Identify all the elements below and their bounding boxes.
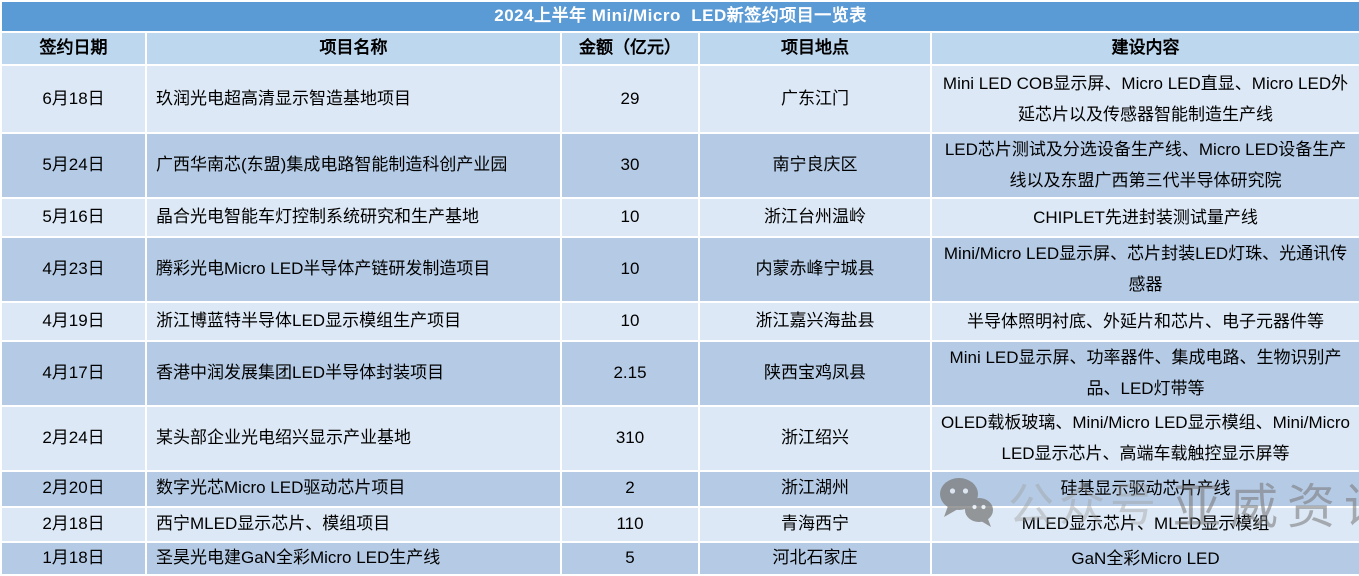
cell-content: LED芯片测试及分选设备生产线、Micro LED设备生产线以及东盟广西第三代半… xyxy=(929,132,1359,199)
cell-amount: 110 xyxy=(560,505,700,543)
cell-amount: 29 xyxy=(560,64,700,134)
cell-content: OLED载板玻璃、Mini/Micro LED显示模组、Mini/Micro L… xyxy=(929,404,1359,472)
cell-content: Mini LED COB显示屏、Micro LED直显、Micro LED外延芯… xyxy=(929,64,1359,134)
table-row: 4月17日 香港中润发展集团LED半导体封装项目 2.15 陕西宝鸡凤县 Mini LE… xyxy=(0,339,1359,407)
cell-amount: 310 xyxy=(560,404,700,472)
cell-date: 4月17日 xyxy=(0,339,147,407)
column-header: 项目名称 xyxy=(145,31,562,66)
cell-name: 香港中润发展集团LED半导体封装项目 xyxy=(145,339,562,407)
cell-name: 广西华南芯(东盟)集成电路智能制造科创产业园 xyxy=(145,132,562,199)
cell-date: 5月16日 xyxy=(0,196,147,238)
cell-name: 圣昊光电建GaN全彩Micro LED生产线 xyxy=(145,540,562,576)
cell-content: 半导体照明衬底、外延片和芯片、电子元器件等 xyxy=(929,300,1359,342)
cell-location: 内蒙赤峰宁城县 xyxy=(698,235,932,303)
cell-location: 河北石家庄 xyxy=(698,540,932,576)
cell-amount: 30 xyxy=(560,132,700,199)
cell-amount: 10 xyxy=(560,235,700,303)
cell-date: 4月23日 xyxy=(0,235,147,303)
cell-content: Mini LED显示屏、功率器件、集成电路、生物识别产品、LED灯带等 xyxy=(929,339,1359,407)
cell-name: 数字光芯Micro LED驱动芯片项目 xyxy=(145,469,562,508)
column-header: 项目地点 xyxy=(698,31,932,66)
cell-amount: 2 xyxy=(560,469,700,508)
cell-amount: 10 xyxy=(560,300,700,342)
cell-content: Mini/Micro LED显示屏、芯片封装LED灯珠、光通讯传感器 xyxy=(929,235,1359,303)
cell-name: 晶合光电智能车灯控制系统研究和生产基地 xyxy=(145,196,562,238)
cell-date: 4月19日 xyxy=(0,300,147,342)
cell-location: 南宁良庆区 xyxy=(698,132,932,199)
cell-location: 浙江湖州 xyxy=(698,469,932,508)
cell-location: 青海西宁 xyxy=(698,505,932,543)
page-title: 2024上半年 Mini/Micro LED新签约项目一览表 xyxy=(0,0,1359,33)
cell-location: 浙江嘉兴海盐县 xyxy=(698,300,932,342)
table-row: 4月19日 浙江博蓝特半导体LED显示模组生产项目 10 浙江嘉兴海盐县 半导体照明衬底… xyxy=(0,300,1359,342)
cell-content: MLED显示芯片、MLED显示模组 xyxy=(929,505,1359,543)
cell-location: 陕西宝鸡凤县 xyxy=(698,339,932,407)
table-row: 4月23日 腾彩光电Micro LED半导体产链研发制造项目 10 内蒙赤峰宁城县 Mi… xyxy=(0,235,1359,303)
table-row: 5月16日 晶合光电智能车灯控制系统研究和生产基地 10 浙江台州温岭 CHIPLET先… xyxy=(0,196,1359,238)
column-header: 签约日期 xyxy=(0,31,147,66)
cell-location: 浙江绍兴 xyxy=(698,404,932,472)
cell-name: 玖润光电超高清显示智造基地项目 xyxy=(145,64,562,134)
table-row: 2月18日 西宁MLED显示芯片、模组项目 110 青海西宁 MLED显示芯片、MLED… xyxy=(0,505,1359,543)
table-row: 5月24日 广西华南芯(东盟)集成电路智能制造科创产业园 30 南宁良庆区 LED芯片测… xyxy=(0,132,1359,199)
table-row: 2月20日 数字光芯Micro LED驱动芯片项目 2 浙江湖州 硅基显示驱动芯片产线 xyxy=(0,469,1359,508)
cell-name: 浙江博蓝特半导体LED显示模组生产项目 xyxy=(145,300,562,342)
cell-amount: 5 xyxy=(560,540,700,576)
cell-date: 2月24日 xyxy=(0,404,147,472)
cell-date: 2月18日 xyxy=(0,505,147,543)
cell-amount: 10 xyxy=(560,196,700,238)
table-row: 2月24日 某头部企业光电绍兴显示产业基地 310 浙江绍兴 OLED载板玻璃、Mini… xyxy=(0,404,1359,472)
cell-content: CHIPLET先进封装测试量产线 xyxy=(929,196,1359,238)
cell-location: 广东江门 xyxy=(698,64,932,134)
cell-location: 浙江台州温岭 xyxy=(698,196,932,238)
cell-name: 某头部企业光电绍兴显示产业基地 xyxy=(145,404,562,472)
header-row: 签约日期 项目名称 金额（亿元） 项目地点 建设内容 xyxy=(0,31,1359,66)
cell-amount: 2.15 xyxy=(560,339,700,407)
cell-date: 2月20日 xyxy=(0,469,147,508)
column-header: 金额（亿元） xyxy=(560,31,700,66)
cell-name: 西宁MLED显示芯片、模组项目 xyxy=(145,505,562,543)
cell-content: GaN全彩Micro LED xyxy=(929,540,1359,576)
table-row: 6月18日 玖润光电超高清显示智造基地项目 29 广东江门 Mini LED COB显示… xyxy=(0,64,1359,134)
title-row: 2024上半年 Mini/Micro LED新签约项目一览表 xyxy=(0,0,1359,33)
table-row: 1月18日 圣昊光电建GaN全彩Micro LED生产线 5 河北石家庄 GaN全彩Mi… xyxy=(0,540,1359,576)
cell-date: 1月18日 xyxy=(0,540,147,576)
cell-content: 硅基显示驱动芯片产线 xyxy=(929,469,1359,508)
cell-date: 5月24日 xyxy=(0,132,147,199)
column-header: 建设内容 xyxy=(929,31,1359,66)
cell-date: 6月18日 xyxy=(0,64,147,134)
cell-name: 腾彩光电Micro LED半导体产链研发制造项目 xyxy=(145,235,562,303)
